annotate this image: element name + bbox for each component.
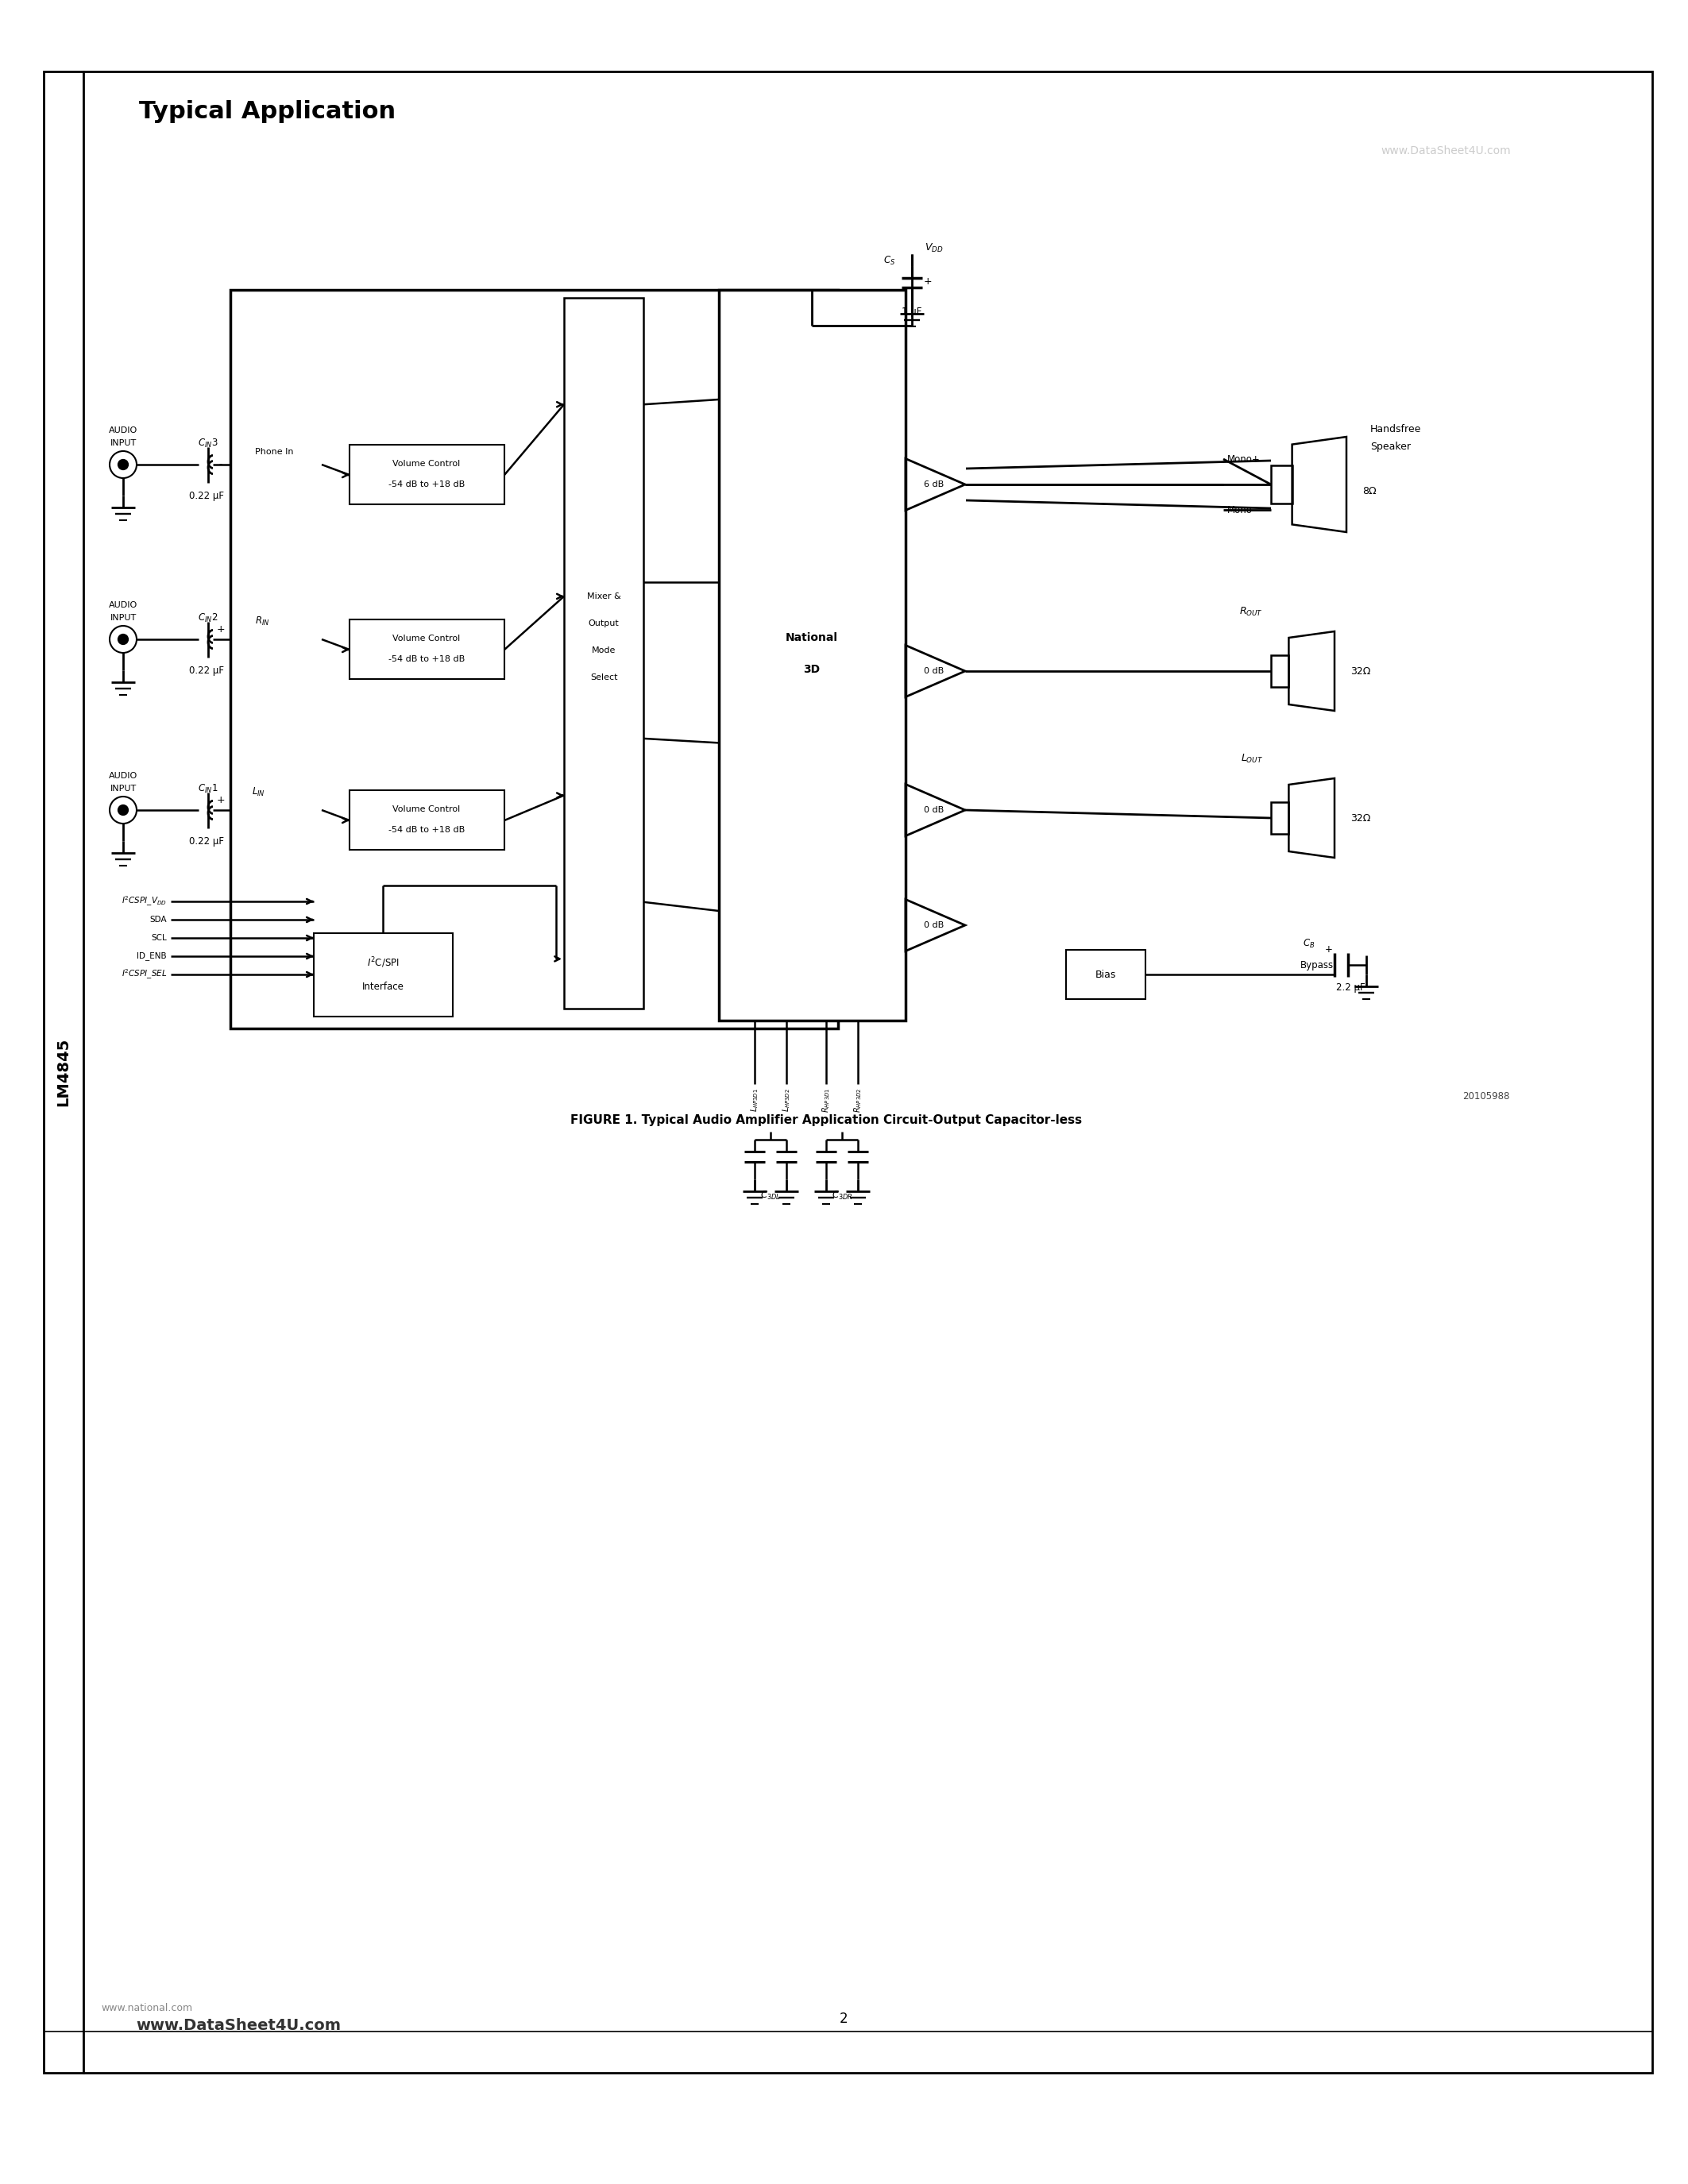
Text: $L_{HP3D2}$: $L_{HP3D2}$ bbox=[782, 1088, 792, 1112]
Text: INPUT: INPUT bbox=[110, 439, 137, 448]
Text: $R_{IN}$: $R_{IN}$ bbox=[255, 616, 270, 627]
Text: www.national.com: www.national.com bbox=[101, 2003, 192, 2014]
Bar bbox=[719, 290, 905, 1020]
Bar bbox=[230, 290, 837, 1029]
Text: -54 dB to +18 dB: -54 dB to +18 dB bbox=[388, 826, 464, 834]
Text: 20105988: 20105988 bbox=[1462, 1090, 1509, 1101]
Text: Volume Control: Volume Control bbox=[393, 461, 461, 467]
Text: $L_{HP3D1}$: $L_{HP3D1}$ bbox=[749, 1088, 760, 1112]
Text: $I^2$C/SPI: $I^2$C/SPI bbox=[366, 957, 398, 970]
Text: Volume Control: Volume Control bbox=[393, 636, 461, 642]
Circle shape bbox=[118, 804, 128, 817]
Text: Phone In: Phone In bbox=[255, 448, 294, 456]
Bar bbox=[1271, 655, 1288, 688]
Text: 3D: 3D bbox=[803, 664, 820, 675]
Text: +: + bbox=[923, 275, 932, 286]
Text: $V_{DD}$: $V_{DD}$ bbox=[925, 242, 944, 253]
Text: $C_{IN}3$: $C_{IN}3$ bbox=[197, 437, 218, 450]
Text: 1 μF: 1 μF bbox=[901, 306, 922, 317]
Text: Speaker: Speaker bbox=[1371, 441, 1411, 452]
Text: www.DataSheet4U.com: www.DataSheet4U.com bbox=[1381, 146, 1511, 157]
Text: +: + bbox=[1325, 943, 1334, 954]
Text: 0.22 μF: 0.22 μF bbox=[189, 491, 225, 500]
Text: Mixer &: Mixer & bbox=[587, 592, 621, 601]
Text: 0.22 μF: 0.22 μF bbox=[189, 836, 225, 845]
Circle shape bbox=[118, 633, 128, 644]
Text: Typical Application: Typical Application bbox=[138, 100, 395, 122]
Bar bbox=[349, 620, 505, 679]
Text: LM4845: LM4845 bbox=[56, 1037, 71, 1107]
Text: www.DataSheet4U.com: www.DataSheet4U.com bbox=[135, 2018, 341, 2033]
Bar bbox=[1271, 802, 1288, 834]
Bar bbox=[564, 297, 643, 1009]
Text: National: National bbox=[785, 631, 837, 644]
Text: AUDIO: AUDIO bbox=[108, 426, 137, 435]
Text: 6 dB: 6 dB bbox=[923, 480, 944, 489]
Text: 2.2 μF: 2.2 μF bbox=[1335, 983, 1366, 992]
Text: $I^2CSPI\_V_{DD}$: $I^2CSPI\_V_{DD}$ bbox=[122, 895, 167, 909]
Text: 32Ω: 32Ω bbox=[1350, 666, 1371, 677]
Text: $L_{OUT}$: $L_{OUT}$ bbox=[1241, 753, 1263, 764]
Text: $C_{3DR}$: $C_{3DR}$ bbox=[832, 1190, 852, 1201]
Text: +: + bbox=[216, 625, 225, 633]
Text: $C_B$: $C_B$ bbox=[1303, 937, 1315, 950]
Bar bbox=[1271, 465, 1291, 505]
Text: 0.22 μF: 0.22 μF bbox=[189, 666, 225, 675]
Text: FIGURE 1. Typical Audio Amplifier Application Circuit-Output Capacitor-less: FIGURE 1. Typical Audio Amplifier Applic… bbox=[571, 1114, 1082, 1125]
Text: Interface: Interface bbox=[361, 981, 403, 992]
Text: ID_ENB: ID_ENB bbox=[137, 952, 167, 961]
Text: INPUT: INPUT bbox=[110, 614, 137, 622]
Text: 2: 2 bbox=[839, 2011, 847, 2027]
Text: Output: Output bbox=[589, 620, 619, 627]
Text: $L_{IN}$: $L_{IN}$ bbox=[252, 786, 265, 797]
Text: 32Ω: 32Ω bbox=[1350, 812, 1371, 823]
Text: 0 dB: 0 dB bbox=[923, 922, 944, 928]
Bar bbox=[314, 933, 452, 1016]
Text: 0 dB: 0 dB bbox=[923, 806, 944, 815]
Bar bbox=[349, 446, 505, 505]
Circle shape bbox=[118, 459, 128, 470]
Text: Bias: Bias bbox=[1096, 970, 1116, 981]
Text: $C_{3DL}$: $C_{3DL}$ bbox=[760, 1190, 780, 1201]
Text: SDA: SDA bbox=[150, 915, 167, 924]
Text: -: - bbox=[219, 459, 223, 470]
Text: 0 dB: 0 dB bbox=[923, 666, 944, 675]
Text: Mode: Mode bbox=[592, 646, 616, 655]
Text: Mono+: Mono+ bbox=[1227, 454, 1261, 465]
Text: AUDIO: AUDIO bbox=[108, 771, 137, 780]
Text: 8Ω: 8Ω bbox=[1362, 485, 1376, 496]
Text: Mono-: Mono- bbox=[1227, 505, 1256, 515]
Text: $R_{OUT}$: $R_{OUT}$ bbox=[1239, 605, 1263, 618]
Text: +: + bbox=[216, 795, 225, 806]
Text: -54 dB to +18 dB: -54 dB to +18 dB bbox=[388, 480, 464, 489]
Text: Handsfree: Handsfree bbox=[1371, 424, 1421, 435]
Text: $C_{IN}2$: $C_{IN}2$ bbox=[197, 612, 218, 625]
Text: -54 dB to +18 dB: -54 dB to +18 dB bbox=[388, 655, 464, 664]
Bar bbox=[1067, 950, 1146, 998]
Text: Select: Select bbox=[591, 673, 618, 681]
Bar bbox=[349, 791, 505, 850]
Text: $R_{HP3D1}$: $R_{HP3D1}$ bbox=[820, 1088, 832, 1112]
Text: Bypass: Bypass bbox=[1300, 959, 1334, 970]
Text: $R_{HP3D2}$: $R_{HP3D2}$ bbox=[852, 1088, 863, 1112]
Text: $C_S$: $C_S$ bbox=[883, 256, 896, 266]
Text: Volume Control: Volume Control bbox=[393, 806, 461, 812]
Text: AUDIO: AUDIO bbox=[108, 601, 137, 609]
Bar bbox=[44, 72, 83, 2073]
Text: $C_{IN}1$: $C_{IN}1$ bbox=[197, 782, 218, 795]
Text: SCL: SCL bbox=[152, 935, 167, 941]
Text: $I^2CSPI\_SEL$: $I^2CSPI\_SEL$ bbox=[122, 968, 167, 981]
Text: INPUT: INPUT bbox=[110, 784, 137, 793]
